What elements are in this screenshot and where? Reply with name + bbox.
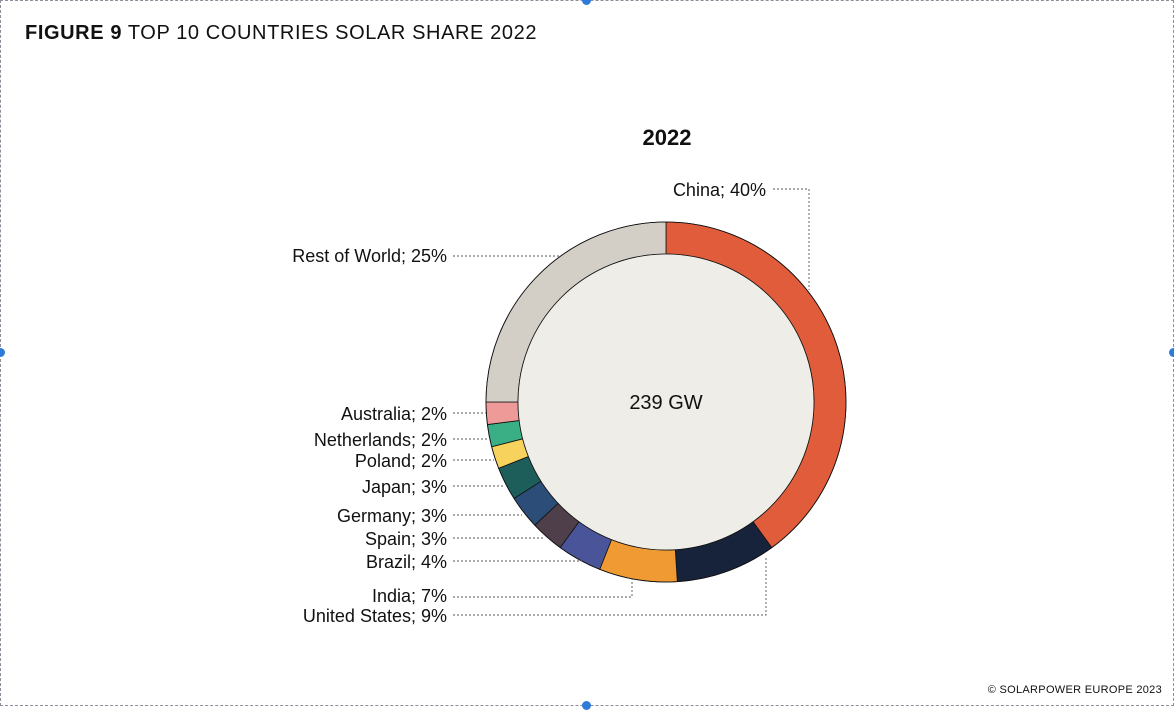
- donut-center: [517, 253, 815, 551]
- slice-labels: China; 40% United States; 9%India; 7% Braz…: [292, 180, 766, 626]
- slice-label-brazil: Brazil; 4%: [366, 552, 447, 572]
- slice-label-india: India; 7%: [372, 586, 447, 606]
- slice-label-united-states: United States; 9%: [303, 606, 447, 626]
- chart-title: 2022: [643, 125, 692, 150]
- slice-australia: [485, 401, 520, 426]
- slice-label-japan: Japan; 3%: [362, 477, 447, 497]
- resize-handle-top[interactable]: [582, 0, 591, 5]
- leader-line-china: [773, 188, 810, 290]
- donut-outline: [485, 221, 847, 583]
- leader-line-united-states: [453, 556, 767, 616]
- resize-handle-right[interactable]: [1169, 348, 1174, 357]
- slice-label-china: China; 40%: [673, 180, 766, 200]
- resize-handle-left[interactable]: [0, 348, 5, 357]
- leader-lines: [453, 188, 810, 616]
- slice-label-australia: Australia; 2%: [341, 404, 447, 424]
- figure-title-text: TOP 10 COUNTRIES SOLAR SHARE 2022: [127, 22, 538, 44]
- slice-label-germany: Germany; 3%: [337, 506, 447, 526]
- figure-number: FIGURE 9: [25, 22, 123, 44]
- slice-label-poland: Poland; 2%: [355, 451, 447, 471]
- slice-label-spain: Spain; 3%: [365, 529, 447, 549]
- leader-line-india: [453, 578, 633, 598]
- figure-title: FIGURE 9 TOP 10 COUNTRIES SOLAR SHARE 20…: [25, 22, 537, 45]
- slice-label-rest-of-world: Rest of World; 25%: [292, 246, 447, 266]
- center-label: 239 GW: [629, 392, 702, 414]
- copyright-credit: © SOLARPOWER EUROPE 2023: [987, 684, 1162, 696]
- slice-label-netherlands: Netherlands; 2%: [314, 430, 447, 450]
